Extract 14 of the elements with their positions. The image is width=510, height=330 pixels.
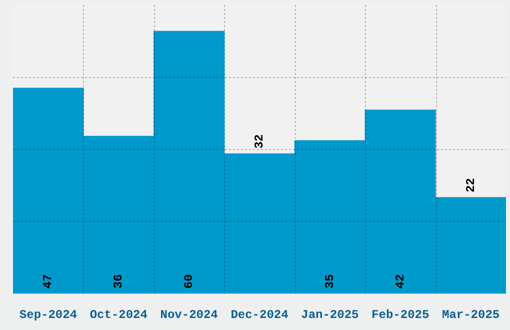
data-label: 35 bbox=[322, 274, 337, 289]
x-tick-label: Nov-2024 bbox=[160, 308, 218, 322]
x-tick-label: Sep-2024 bbox=[19, 308, 78, 322]
data-label: 60 bbox=[182, 274, 196, 289]
data-label: 36 bbox=[112, 274, 126, 289]
data-label: 42 bbox=[393, 274, 408, 289]
x-tick-label: Oct-2024 bbox=[90, 308, 148, 322]
x-tick-label: Feb-2025 bbox=[372, 308, 430, 322]
data-label: 47 bbox=[41, 274, 56, 289]
data-label: 32 bbox=[252, 134, 267, 149]
x-tick-label: Jan-2025 bbox=[301, 308, 359, 322]
x-tick-label: Mar-2025 bbox=[442, 308, 500, 322]
data-label: 22 bbox=[464, 178, 478, 192]
x-tick-label: Dec-2024 bbox=[230, 308, 288, 322]
